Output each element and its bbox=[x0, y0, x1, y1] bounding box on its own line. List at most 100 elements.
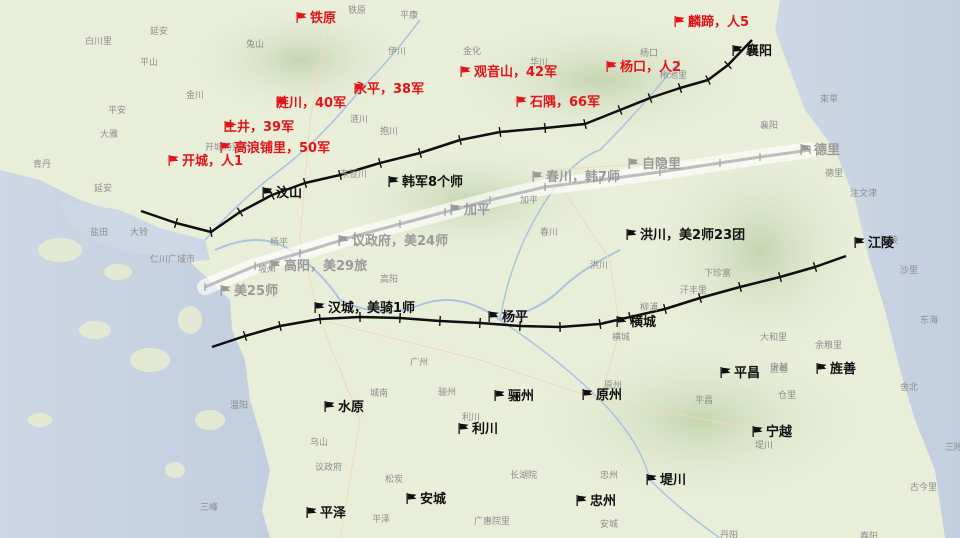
black-flag-icon bbox=[314, 302, 325, 313]
red-flag-icon bbox=[460, 66, 471, 77]
label-deli[interactable]: 德里 bbox=[800, 144, 840, 158]
label-lianchuan[interactable]: 涟川，40军 bbox=[276, 97, 360, 111]
black-flag-icon bbox=[388, 176, 399, 187]
label-xiangyang[interactable]: 襄阳 bbox=[732, 45, 772, 59]
label-yongping[interactable]: 永平，38军 bbox=[354, 83, 438, 97]
base-place-name: 杨平 bbox=[270, 238, 289, 248]
black-flag-icon bbox=[488, 311, 499, 322]
base-place-name: 松炭 bbox=[385, 475, 404, 485]
black-flag-icon bbox=[616, 316, 627, 327]
base-place-name: 横城 bbox=[612, 333, 631, 343]
front-line-tick bbox=[302, 178, 308, 188]
black-flag-icon bbox=[582, 389, 593, 400]
label-linyu[interactable]: 麟蹄，人5 bbox=[674, 16, 749, 30]
label-pingchang[interactable]: 平昌 bbox=[720, 367, 760, 381]
label-zhongzhou[interactable]: 忠州 bbox=[576, 495, 616, 509]
base-place-name: 广州 bbox=[410, 358, 429, 368]
label-shuiyuan[interactable]: 水原 bbox=[324, 401, 364, 415]
label-hancheng[interactable]: 汉城，美骑1师 bbox=[314, 302, 415, 316]
label-jiangling[interactable]: 江陵 bbox=[854, 237, 894, 251]
label-hanjun[interactable]: 韩军8个师 bbox=[388, 176, 463, 190]
label-wenshan[interactable]: 汶山 bbox=[262, 187, 302, 201]
gray-flag-icon bbox=[220, 285, 231, 296]
label-tiewon[interactable]: 铁原 bbox=[296, 12, 336, 26]
base-place-name: 平泽 bbox=[372, 515, 391, 525]
east-sea bbox=[775, 0, 960, 538]
base-place-name: 春川 bbox=[540, 228, 559, 238]
base-place-name: 余粮里 bbox=[815, 341, 843, 351]
base-place-name: 安城 bbox=[600, 520, 619, 530]
label-gaoyang[interactable]: 高阳，美29旅 bbox=[270, 260, 367, 274]
island bbox=[130, 348, 170, 372]
label-yangping[interactable]: 杨平 bbox=[488, 311, 528, 325]
label-tujing[interactable]: 土井，39军 bbox=[224, 121, 308, 135]
label-chunchuan[interactable]: 春川，韩7师 bbox=[532, 171, 620, 185]
base-place-name: 束草 bbox=[820, 95, 839, 105]
island bbox=[38, 238, 82, 262]
base-place-name: 盐田 bbox=[90, 228, 109, 238]
label-jingshan[interactable]: 旌善 bbox=[816, 363, 856, 377]
label-hengcheng[interactable]: 横城 bbox=[616, 316, 656, 330]
base-place-name: 高阳 bbox=[380, 275, 399, 285]
black-flag-icon bbox=[720, 367, 731, 378]
black-flag-icon bbox=[816, 363, 827, 374]
label-ziyinli[interactable]: 自隐里 bbox=[628, 158, 681, 172]
base-place-name: 平山 bbox=[140, 58, 159, 68]
han-estuary bbox=[60, 200, 210, 262]
label-yangkou[interactable]: 杨口，人2 bbox=[606, 61, 681, 75]
base-place-name: 江陵 bbox=[880, 236, 899, 246]
front-line-tick bbox=[318, 313, 322, 325]
base-place-name: 广惠院里 bbox=[474, 517, 511, 527]
base-place-name: 宁越 bbox=[770, 363, 789, 373]
road bbox=[319, 319, 761, 431]
front-line-tick bbox=[458, 134, 462, 146]
base-place-name: 温阳 bbox=[230, 401, 249, 411]
label-jiaping[interactable]: 加平 bbox=[450, 204, 490, 218]
label-pingze[interactable]: 平泽 bbox=[306, 507, 346, 521]
label-gaolang[interactable]: 高浪铺里，50军 bbox=[220, 142, 330, 156]
red-flag-icon bbox=[168, 155, 179, 166]
base-place-name: 延安 bbox=[150, 27, 169, 37]
red-flag-icon bbox=[224, 121, 308, 132]
front-line-ticks bbox=[173, 60, 818, 341]
label-yizhengfu[interactable]: 议政府，美24师 bbox=[338, 235, 448, 249]
base-place-name: 三陟 bbox=[945, 443, 960, 453]
black-flag-icon bbox=[732, 45, 743, 56]
island bbox=[104, 264, 132, 280]
front-line-tick bbox=[724, 60, 732, 70]
black-flag-icon bbox=[752, 426, 763, 437]
base-place-name: 汗丰里 bbox=[680, 286, 708, 296]
label-ningyue[interactable]: 宁越 bbox=[752, 426, 792, 440]
label-kaicheng[interactable]: 开城，人1 bbox=[168, 155, 243, 169]
base-place-name: 洪川 bbox=[590, 261, 609, 271]
front-line-tick bbox=[812, 262, 818, 272]
base-place-name: 金川 bbox=[186, 91, 205, 101]
island bbox=[79, 321, 111, 339]
label-lizhou[interactable]: 骊州 bbox=[494, 390, 534, 404]
gray-flag-icon bbox=[628, 158, 639, 169]
base-place-name: 大雅 bbox=[100, 130, 119, 140]
base-place-name: 金化 bbox=[463, 47, 482, 57]
front-line-tick bbox=[478, 317, 482, 329]
label-mei25[interactable]: 美25师 bbox=[220, 285, 278, 299]
gray-flag-icon bbox=[450, 204, 461, 215]
front-line-tick bbox=[417, 148, 423, 158]
label-guanyinshan[interactable]: 观音山，42军 bbox=[460, 66, 557, 80]
label-anchen[interactable]: 安城 bbox=[406, 493, 446, 507]
mountain-shade bbox=[640, 130, 880, 370]
label-shiyu[interactable]: 石隅，66军 bbox=[516, 96, 600, 110]
label-lichuan[interactable]: 利川 bbox=[458, 423, 498, 437]
label-yuanzhou[interactable]: 原州 bbox=[582, 389, 622, 403]
black-flag-icon bbox=[306, 507, 317, 518]
base-place-name: 延安 bbox=[94, 184, 113, 194]
base-place-name: 加平 bbox=[520, 196, 539, 206]
front-line-tick bbox=[598, 318, 602, 330]
black-flag-icon bbox=[458, 423, 469, 434]
front-line-tick bbox=[278, 320, 282, 332]
front-line-tick bbox=[338, 169, 342, 181]
label-hongchuan[interactable]: 洪川，美2师23团 bbox=[626, 229, 745, 243]
label-tichuan[interactable]: 堤川 bbox=[646, 474, 686, 488]
base-place-name: 青丹 bbox=[33, 160, 52, 170]
